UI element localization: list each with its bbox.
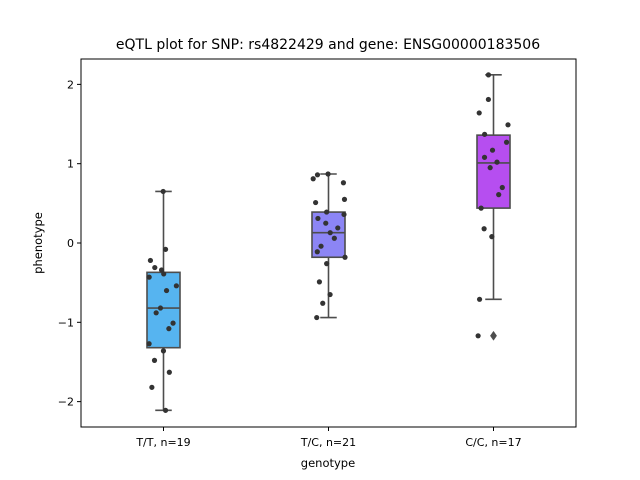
data-point: [170, 320, 176, 326]
y-tick-label: −1: [58, 316, 74, 329]
y-axis-label: phenotype: [31, 212, 45, 274]
data-point: [481, 154, 488, 160]
x-tick-label: C/C, n=17: [465, 436, 521, 449]
data-point: [315, 215, 321, 222]
data-point: [327, 291, 333, 298]
data-point: [340, 180, 347, 186]
data-point: [489, 147, 496, 153]
data-point: [152, 264, 158, 271]
data-point: [331, 235, 337, 241]
data-point: [160, 348, 167, 354]
y-tick-label: 2: [67, 78, 74, 91]
data-point: [313, 199, 319, 206]
data-point: [489, 234, 495, 240]
data-point: [496, 192, 502, 198]
data-point: [485, 96, 492, 103]
data-point: [316, 279, 323, 285]
data-point: [310, 176, 316, 182]
data-point: [485, 72, 492, 78]
data-point: [499, 184, 505, 191]
data-point: [173, 283, 179, 289]
data-point: [324, 261, 330, 267]
data-point: [342, 254, 348, 260]
data-point: [505, 122, 511, 128]
data-point: [324, 209, 330, 215]
data-point: [341, 211, 347, 218]
data-point: [476, 110, 482, 116]
x-tick-label: T/T, n=19: [135, 436, 190, 449]
box-iqr: [476, 134, 511, 209]
data-point: [146, 274, 152, 280]
data-point: [475, 333, 481, 339]
data-point: [320, 300, 326, 306]
data-point: [149, 384, 155, 390]
y-tick-label: −2: [58, 396, 74, 409]
data-point: [163, 287, 170, 294]
data-point: [161, 271, 167, 277]
data-point: [318, 243, 324, 249]
chart-title: eQTL plot for SNP: rs4822429 and gene: E…: [116, 37, 540, 53]
data-point: [494, 159, 500, 165]
data-point: [482, 131, 488, 137]
data-point: [147, 257, 154, 264]
data-point: [503, 139, 510, 145]
plot-area: −2 −1 0 1 2 T/T, n=19 T/C, n=21 C/C, n=17: [58, 58, 577, 449]
data-point: [327, 230, 333, 236]
data-point: [162, 407, 169, 413]
outlier-marker: [490, 330, 497, 341]
data-point: [162, 246, 169, 252]
data-point: [325, 171, 331, 177]
data-point: [476, 296, 483, 302]
y-tick-label: 1: [67, 158, 74, 171]
data-point: [158, 267, 165, 273]
data-point: [481, 226, 487, 232]
data-point: [146, 341, 152, 347]
data-point: [314, 249, 320, 255]
data-point: [478, 205, 484, 211]
y-tick-label: 0: [67, 237, 74, 250]
data-point: [166, 326, 172, 332]
data-point: [335, 225, 341, 231]
data-point: [314, 172, 321, 178]
x-axis-label: genotype: [301, 456, 355, 470]
data-point: [151, 357, 158, 363]
data-point: [323, 220, 329, 226]
data-point: [166, 369, 172, 375]
data-point: [153, 310, 159, 316]
data-point: [314, 314, 320, 321]
data-point: [341, 196, 348, 202]
data-point: [157, 305, 164, 311]
data-point: [487, 165, 493, 171]
data-point: [160, 188, 166, 195]
x-tick-label: T/C, n=21: [300, 436, 356, 449]
